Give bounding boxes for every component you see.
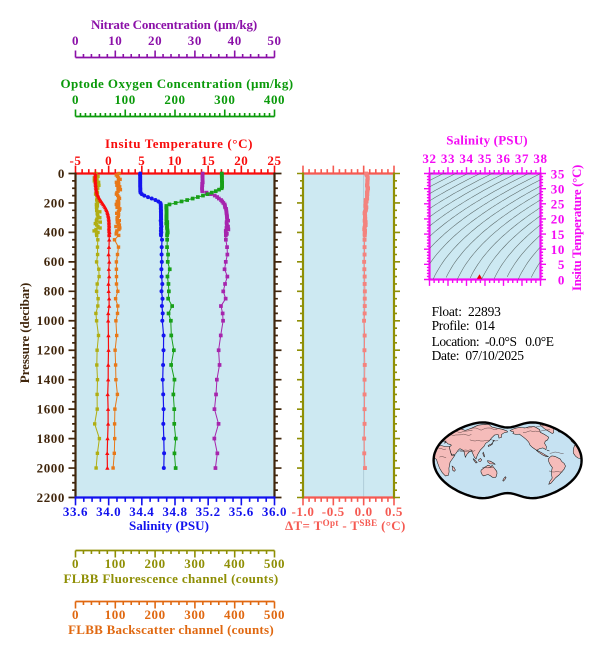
svg-text:20: 20 [551, 212, 565, 227]
svg-text:20: 20 [148, 33, 162, 48]
svg-text:0: 0 [72, 92, 79, 107]
svg-text:FLBB Backscatter channel (coun: FLBB Backscatter channel (counts) [68, 622, 274, 637]
svg-text:300: 300 [184, 607, 205, 622]
svg-text:1200: 1200 [37, 343, 65, 358]
svg-text:1000: 1000 [37, 313, 65, 328]
svg-text:0: 0 [72, 556, 79, 571]
svg-text:400: 400 [224, 607, 245, 622]
svg-text:Salinity (PSU): Salinity (PSU) [129, 518, 209, 533]
svg-text:32: 32 [422, 151, 436, 166]
svg-text:200: 200 [144, 556, 165, 571]
svg-text:Insitu Temperature (°C): Insitu Temperature (°C) [569, 165, 584, 291]
svg-text:35.2: 35.2 [196, 504, 221, 519]
svg-text:Pressure (decibar): Pressure (decibar) [17, 283, 32, 383]
svg-text:0.0: 0.0 [355, 504, 373, 519]
svg-text:25: 25 [267, 153, 281, 168]
svg-text:800: 800 [44, 284, 65, 299]
svg-text:0: 0 [72, 33, 79, 48]
svg-text:34.0: 34.0 [96, 504, 121, 519]
svg-text:400: 400 [224, 556, 245, 571]
svg-text:0: 0 [58, 166, 65, 181]
svg-text:30: 30 [188, 33, 202, 48]
svg-text:400: 400 [44, 225, 65, 240]
svg-text:-5: -5 [69, 153, 81, 168]
svg-text:100: 100 [115, 92, 136, 107]
svg-text:100: 100 [105, 556, 126, 571]
svg-text:2000: 2000 [37, 460, 65, 475]
svg-text:35: 35 [478, 151, 492, 166]
svg-text:37: 37 [515, 151, 529, 166]
svg-text:0: 0 [105, 153, 112, 168]
svg-text:200: 200 [164, 92, 185, 107]
svg-text:0: 0 [72, 607, 79, 622]
svg-text:500: 500 [264, 607, 285, 622]
svg-text:100: 100 [105, 607, 126, 622]
svg-text:1800: 1800 [37, 431, 65, 446]
svg-text:34.8: 34.8 [162, 504, 187, 519]
svg-text:Profile: 014: Profile: 014 [432, 318, 496, 333]
svg-text:FLBB Fluorescence channel (cou: FLBB Fluorescence channel (counts) [64, 571, 279, 586]
svg-text:34.4: 34.4 [129, 504, 154, 519]
svg-text:34: 34 [459, 151, 473, 166]
svg-text:33.6: 33.6 [63, 504, 88, 519]
svg-text:10: 10 [551, 242, 565, 257]
svg-text:1600: 1600 [37, 401, 65, 416]
svg-text:0.5: 0.5 [385, 504, 403, 519]
svg-text:300: 300 [184, 556, 205, 571]
svg-text:36.0: 36.0 [262, 504, 287, 519]
svg-text:35: 35 [551, 166, 565, 181]
svg-text:15: 15 [201, 153, 215, 168]
svg-text:30: 30 [551, 181, 565, 196]
svg-text:50: 50 [267, 33, 281, 48]
svg-text:Nitrate Concentration (µm/kg): Nitrate Concentration (µm/kg) [91, 17, 257, 32]
svg-text:Float: 22893: Float: 22893 [432, 304, 501, 319]
svg-text:Optode Oxygen Concentration (µ: Optode Oxygen Concentration (µm/kg) [60, 76, 293, 91]
svg-text:300: 300 [214, 92, 235, 107]
svg-text:20: 20 [234, 153, 248, 168]
svg-text:Insitu Temperature (°C): Insitu Temperature (°C) [105, 136, 253, 151]
svg-text:35.6: 35.6 [229, 504, 254, 519]
svg-text:36: 36 [496, 151, 510, 166]
svg-text:Date: 07/10/2025: Date: 07/10/2025 [432, 348, 525, 363]
svg-text:25: 25 [551, 197, 565, 212]
svg-text:1400: 1400 [37, 372, 65, 387]
svg-text:40: 40 [228, 33, 242, 48]
svg-text:2200: 2200 [37, 490, 65, 505]
svg-text:38: 38 [533, 151, 547, 166]
svg-text:400: 400 [264, 92, 285, 107]
svg-text:200: 200 [44, 195, 65, 210]
svg-text:10: 10 [168, 153, 182, 168]
svg-text:-1.0: -1.0 [292, 504, 315, 519]
svg-text:-0.5: -0.5 [322, 504, 345, 519]
svg-text:5: 5 [558, 257, 565, 272]
svg-text:Salinity (PSU): Salinity (PSU) [446, 133, 528, 148]
svg-text:5: 5 [138, 153, 145, 168]
svg-text:600: 600 [44, 254, 65, 269]
svg-text:33: 33 [441, 151, 455, 166]
svg-text:500: 500 [264, 556, 285, 571]
svg-text:ΔT= TOpt - TSBE (°C): ΔT= TOpt - TSBE (°C) [285, 518, 406, 533]
svg-text:200: 200 [144, 607, 165, 622]
svg-text:Location: -0.0°S 0.0°E: Location: -0.0°S 0.0°E [432, 334, 554, 349]
svg-text:0: 0 [558, 272, 565, 287]
svg-text:15: 15 [551, 227, 565, 242]
svg-text:10: 10 [108, 33, 122, 48]
